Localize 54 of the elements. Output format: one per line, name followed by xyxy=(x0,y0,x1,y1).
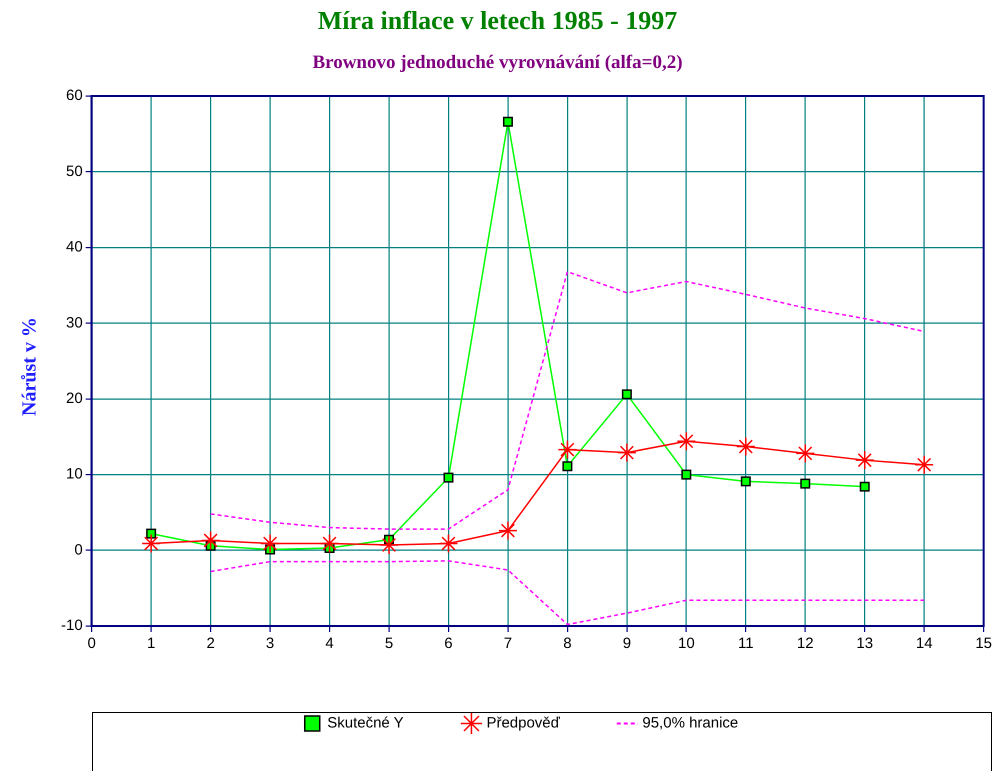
point xyxy=(681,470,692,480)
point xyxy=(146,528,156,539)
legend-label: Skutečné Y xyxy=(327,714,404,732)
point xyxy=(676,432,696,452)
point xyxy=(438,534,458,554)
x-tick-label: 3 xyxy=(266,635,274,652)
x-tick-label: 9 xyxy=(622,635,632,652)
x-tick-label: 11 xyxy=(738,635,754,652)
y-tick-label: 30 xyxy=(66,314,83,332)
legend-label: Předpověď xyxy=(486,714,561,732)
y-tick-label: 50 xyxy=(66,162,83,180)
point xyxy=(379,535,399,555)
point xyxy=(260,534,280,554)
point xyxy=(796,444,816,464)
point xyxy=(800,478,810,489)
x-tick-label: 4 xyxy=(325,635,334,652)
point xyxy=(320,534,340,554)
point xyxy=(502,116,513,127)
x-tick-label: 7 xyxy=(504,635,512,652)
x-tick-label: 10 xyxy=(678,635,695,652)
point xyxy=(200,530,220,550)
y-tick-label: 20 xyxy=(66,390,83,407)
point xyxy=(617,442,637,462)
x-tick-label: 5 xyxy=(384,635,394,652)
point xyxy=(622,389,632,400)
chart-subtitle: Brownovo jednoduché vyrovnávání (alfa=0,2) xyxy=(311,52,684,74)
x-tick-label: 12 xyxy=(796,635,814,652)
y-tick-label: -10 xyxy=(60,617,83,634)
point xyxy=(736,436,756,456)
x-tick-label: 0 xyxy=(88,635,96,652)
x-tick-label: 6 xyxy=(444,635,453,652)
point xyxy=(141,534,161,554)
legend-label: 95,0% hranice xyxy=(642,714,738,732)
y-axis-title: Nárůst v % xyxy=(18,316,42,418)
x-tick-label: 14 xyxy=(916,635,933,652)
point xyxy=(562,461,572,472)
y-tick-label: 60 xyxy=(66,87,83,104)
point xyxy=(740,476,751,486)
y-tick-label: 0 xyxy=(74,541,83,558)
y-tick-label: 40 xyxy=(66,238,83,256)
point xyxy=(498,520,518,540)
y-tick-label: 10 xyxy=(66,466,83,483)
point xyxy=(860,482,870,492)
x-tick-label: 8 xyxy=(563,635,572,652)
x-tick-label: 15 xyxy=(975,635,992,652)
x-tick-label: 1 xyxy=(146,635,156,652)
line-series xyxy=(210,560,925,626)
point xyxy=(914,454,934,474)
point xyxy=(443,472,454,483)
x-tick-label: 13 xyxy=(856,635,874,652)
x-tick-label: 2 xyxy=(206,635,215,652)
chart-title: Míra inflace v letech 1985 - 1997 xyxy=(316,6,678,36)
point xyxy=(558,440,578,460)
point xyxy=(854,450,874,470)
